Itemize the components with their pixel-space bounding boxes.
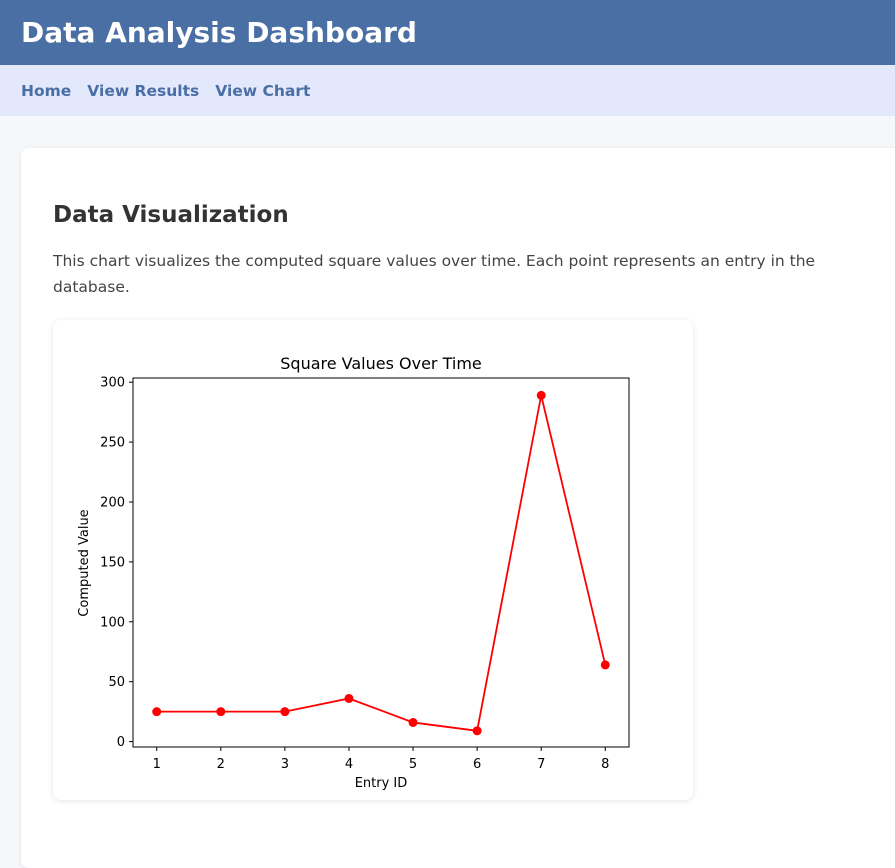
x-tick-label: 7 — [537, 757, 545, 772]
data-point — [344, 693, 354, 703]
line-chart: Square Values Over Time Computed Value E… — [77, 354, 630, 791]
data-point — [408, 717, 418, 727]
x-tick-label: 8 — [601, 757, 609, 772]
nav-bar: Home View Results View Chart — [0, 65, 895, 116]
data-point — [600, 660, 610, 670]
x-tick-label: 2 — [217, 757, 225, 772]
data-point — [216, 707, 226, 717]
y-tick-label: 50 — [108, 675, 125, 690]
series-points — [152, 390, 610, 736]
app-title: Data Analysis Dashboard — [21, 16, 417, 49]
chart-container: Square Values Over Time Computed Value E… — [53, 320, 693, 800]
y-tick-label: 150 — [100, 555, 125, 570]
y-tick-label: 250 — [100, 436, 125, 451]
data-point — [472, 726, 482, 736]
section-description: This chart visualizes the computed squar… — [53, 252, 816, 296]
x-tick-label: 5 — [409, 757, 417, 772]
y-tick-label: 300 — [100, 376, 125, 391]
nav-view-chart-link[interactable]: View Chart — [215, 81, 311, 100]
data-point — [280, 707, 290, 717]
x-tick-label: 4 — [345, 757, 353, 772]
chart-title: Square Values Over Time — [280, 354, 482, 373]
section-title: Data Visualization — [53, 202, 289, 228]
data-point — [536, 390, 546, 400]
chart-xlabel: Entry ID — [355, 776, 408, 791]
y-tick-label: 0 — [117, 735, 125, 750]
app-header: Data Analysis Dashboard — [0, 0, 895, 65]
x-axis-ticks: 1 2 3 4 5 6 7 8 — [153, 747, 609, 772]
nav-view-results-link[interactable]: View Results — [87, 81, 200, 100]
x-tick-label: 1 — [153, 757, 161, 772]
series-line — [156, 395, 607, 732]
plot-area-frame — [132, 377, 630, 748]
chart-ylabel: Computed Value — [77, 509, 92, 616]
data-point — [152, 707, 162, 717]
y-tick-label: 200 — [100, 495, 125, 510]
y-tick-label: 100 — [100, 615, 125, 630]
content-card: Data Visualization This chart visualizes… — [21, 148, 895, 868]
x-tick-label: 6 — [473, 757, 481, 772]
x-tick-label: 3 — [281, 757, 289, 772]
nav-home-link[interactable]: Home — [21, 81, 72, 100]
y-axis-ticks: 0 50 100 150 200 250 300 — [100, 376, 133, 750]
